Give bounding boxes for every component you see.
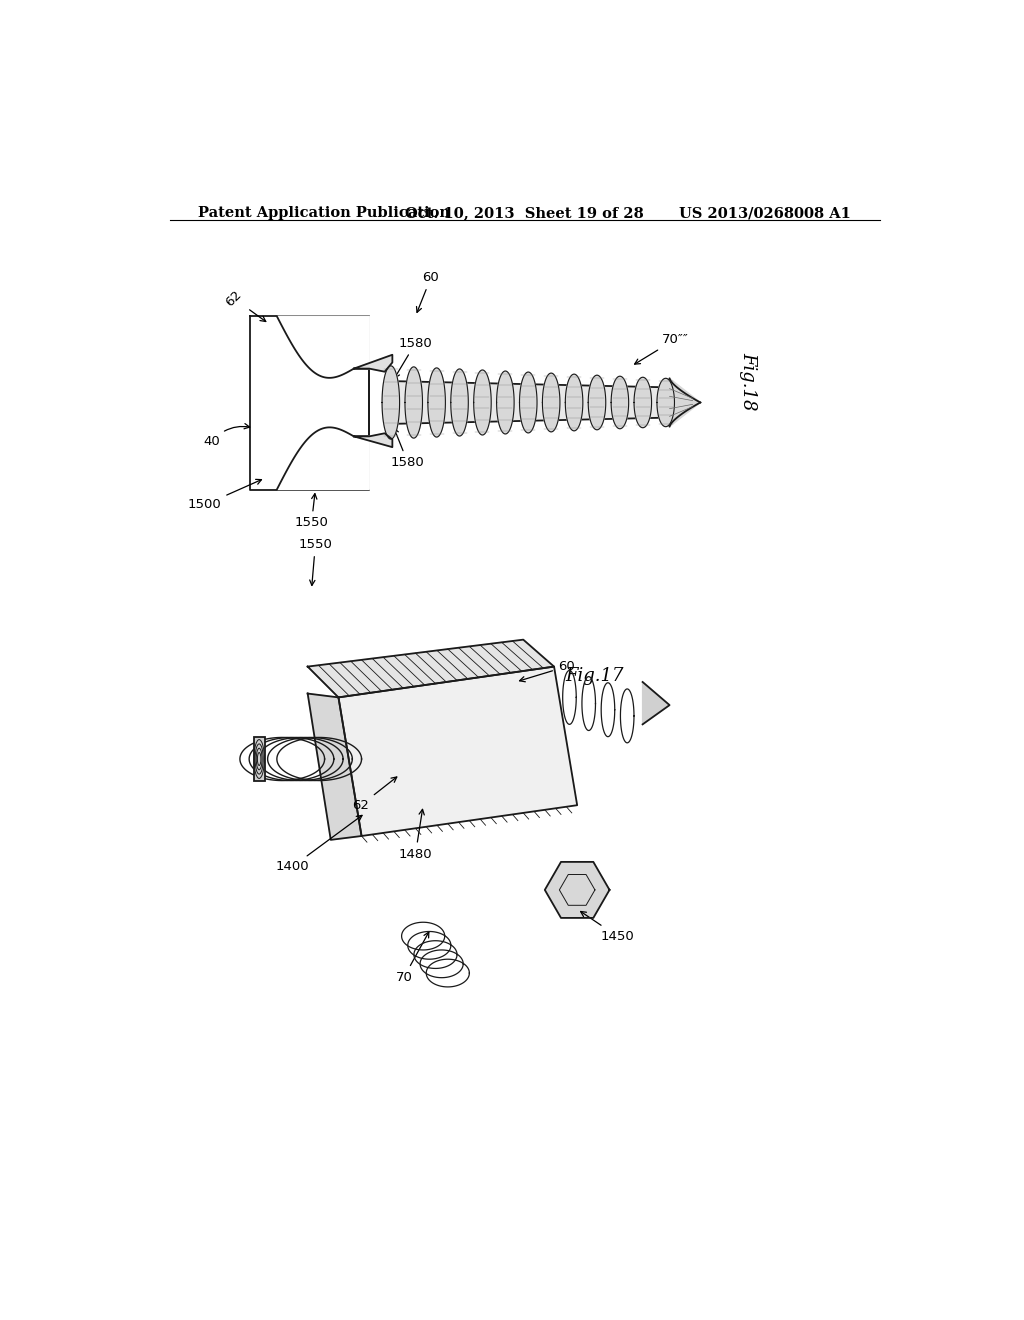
Text: Fig.18: Fig.18: [739, 352, 757, 411]
Polygon shape: [657, 379, 675, 426]
Text: 1550: 1550: [298, 539, 333, 586]
Polygon shape: [611, 376, 629, 429]
Polygon shape: [634, 378, 651, 428]
Text: 60: 60: [417, 271, 439, 313]
Polygon shape: [354, 355, 392, 372]
Text: 62: 62: [223, 288, 266, 322]
Text: 70″″: 70″″: [635, 333, 689, 364]
Text: 1480: 1480: [398, 809, 432, 861]
Text: Patent Application Publication: Patent Application Publication: [199, 206, 451, 220]
Polygon shape: [276, 428, 370, 490]
Text: 1580: 1580: [394, 337, 432, 378]
Polygon shape: [382, 366, 399, 440]
Text: 40: 40: [203, 424, 250, 449]
Polygon shape: [428, 368, 445, 437]
Polygon shape: [307, 640, 554, 697]
Text: 1450: 1450: [581, 912, 634, 942]
Polygon shape: [250, 317, 370, 490]
Polygon shape: [254, 738, 265, 780]
Polygon shape: [643, 682, 670, 725]
Polygon shape: [354, 433, 392, 447]
Polygon shape: [543, 374, 560, 432]
Polygon shape: [404, 367, 423, 438]
Polygon shape: [474, 370, 492, 436]
Text: 70: 70: [395, 932, 429, 983]
Text: Fig.17: Fig.17: [565, 667, 624, 685]
Text: 1550: 1550: [295, 494, 329, 529]
Polygon shape: [588, 375, 606, 430]
Polygon shape: [307, 693, 361, 840]
Polygon shape: [545, 862, 609, 917]
Polygon shape: [519, 372, 537, 433]
Text: 1580: 1580: [391, 428, 425, 469]
Polygon shape: [385, 381, 670, 424]
Text: 62: 62: [352, 777, 396, 812]
Polygon shape: [670, 379, 700, 426]
Text: 1500: 1500: [187, 479, 261, 511]
Polygon shape: [276, 317, 370, 378]
Text: Oct. 10, 2013  Sheet 19 of 28: Oct. 10, 2013 Sheet 19 of 28: [406, 206, 644, 220]
Polygon shape: [339, 667, 578, 836]
Text: US 2013/0268008 A1: US 2013/0268008 A1: [679, 206, 851, 220]
Polygon shape: [565, 374, 583, 430]
Text: 1400: 1400: [275, 816, 362, 874]
Polygon shape: [451, 370, 468, 436]
Polygon shape: [497, 371, 514, 434]
Text: 60: 60: [519, 660, 574, 682]
